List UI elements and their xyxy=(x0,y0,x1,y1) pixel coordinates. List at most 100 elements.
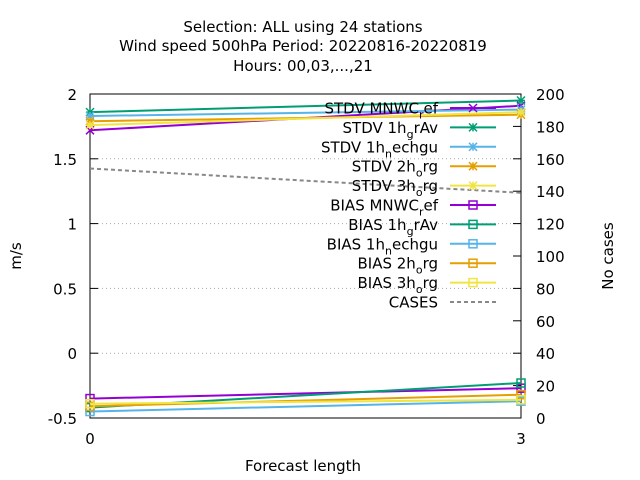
legend-label-tail: echgu xyxy=(392,235,438,253)
chart-title: Selection: ALL using 24 stations Wind sp… xyxy=(119,18,487,75)
x-axis-label: Forecast length xyxy=(245,457,361,475)
y-tick-label: 2 xyxy=(67,86,77,104)
legend-label: BIAS MNWCref xyxy=(330,197,438,219)
data-point xyxy=(85,398,95,409)
series-line xyxy=(89,393,522,408)
y2-tick-label: 60 xyxy=(536,313,555,331)
x-tick-label: 3 xyxy=(516,430,526,448)
y-tick-label: 0.5 xyxy=(53,280,77,298)
y2-axis-label: No cases xyxy=(599,222,617,290)
data-point xyxy=(85,120,95,130)
legend-label-tail: rg xyxy=(423,255,438,273)
chart-title-line: Selection: ALL using 24 stations xyxy=(183,18,422,36)
data-point xyxy=(516,389,526,400)
legend-label-tail: rAv xyxy=(414,119,439,137)
y2-tick-label: 20 xyxy=(536,378,555,396)
legend-label-sub: n xyxy=(385,147,392,160)
legend-label: CASES xyxy=(389,294,438,312)
legend-label-tail: rg xyxy=(423,177,438,195)
series-line xyxy=(89,111,522,127)
y2-tick-label: 160 xyxy=(536,151,565,169)
chart-title-line: Wind speed 500hPa Period: 20220816-20220… xyxy=(119,37,487,55)
legend-marker xyxy=(468,200,478,210)
legend-label: STDV 1hnechgu xyxy=(321,138,438,160)
series-line xyxy=(89,398,522,405)
data-point xyxy=(516,383,526,393)
legend-label-main: STDV 3h xyxy=(352,177,416,195)
grid-lines xyxy=(90,158,521,354)
legend-label: BIAS 1hnechgu xyxy=(327,235,438,257)
legend-label-tail: ef xyxy=(423,197,438,215)
legend-label: STDV MNWCref xyxy=(324,100,438,122)
legend-label-sub: r xyxy=(419,206,424,219)
legend-label-sub: o xyxy=(416,167,423,180)
y-tick-label: -0.5 xyxy=(48,410,77,428)
y-tick-label: 1.5 xyxy=(53,151,77,169)
y2-tick-label: 40 xyxy=(536,345,555,363)
legend-label-sub: n xyxy=(385,244,392,257)
data-point xyxy=(85,111,95,121)
legend-label-tail: echgu xyxy=(392,138,438,156)
legend-label-main: BIAS 1h xyxy=(348,216,406,234)
data-point xyxy=(516,95,526,106)
series-group xyxy=(89,167,522,194)
legend-marker xyxy=(468,219,478,230)
y-tick-label: 0 xyxy=(67,345,77,363)
legend-label-main: STDV 1h xyxy=(343,119,407,137)
legend-label: BIAS 2horg xyxy=(358,255,439,277)
legend-label: STDV 2horg xyxy=(352,158,438,180)
series-line xyxy=(89,108,522,117)
legend-label-sub: o xyxy=(416,283,423,296)
legend-label-tail: ef xyxy=(423,100,438,118)
series-line xyxy=(89,387,522,400)
legend-label-main: STDV 2h xyxy=(352,158,416,176)
y2-tick-label: 140 xyxy=(536,183,565,201)
legend-label-main: BIAS MNWC xyxy=(330,197,419,215)
legend-marker xyxy=(468,103,478,113)
legend-label-main: CASES xyxy=(389,294,438,312)
legend-label-sub: o xyxy=(416,264,423,277)
y2-tick-label: 200 xyxy=(536,86,565,104)
y-axis-label: m/s xyxy=(7,242,25,270)
data-point xyxy=(516,378,526,388)
legend-marker xyxy=(468,142,478,152)
axis-ticks: -0.500.511.52020406080100120140160180200… xyxy=(48,86,565,448)
y2-tick-label: 80 xyxy=(536,280,555,298)
data-point xyxy=(516,107,526,117)
legend-label-main: STDV MNWC xyxy=(324,100,418,118)
legend-label-tail: rg xyxy=(423,158,438,176)
series-group xyxy=(85,107,526,130)
series-line xyxy=(89,400,522,413)
series-line xyxy=(89,99,522,114)
data-point xyxy=(516,395,526,405)
series-line xyxy=(89,167,522,194)
legend-label: STDV 3horg xyxy=(352,177,438,199)
chart-title-line: Hours: 00,03,...,21 xyxy=(233,57,373,75)
legend-label-sub: g xyxy=(407,128,414,141)
legend-label-main: STDV 1h xyxy=(321,138,385,156)
series-group xyxy=(85,395,526,409)
legend-marker xyxy=(468,258,478,268)
legend-label: BIAS 3horg xyxy=(358,274,439,296)
plot-frame xyxy=(89,93,522,419)
legend-label-tail: rAv xyxy=(414,216,439,234)
series-lines xyxy=(85,95,526,417)
legend-label-tail: rg xyxy=(423,274,438,292)
y-tick-label: 1 xyxy=(67,216,77,234)
legend-label-main: BIAS 3h xyxy=(358,274,416,292)
legend-label-main: BIAS 1h xyxy=(327,235,385,253)
x-tick-label: 0 xyxy=(85,430,95,448)
y2-tick-label: 180 xyxy=(536,118,565,136)
legend-label-main: BIAS 2h xyxy=(358,255,416,273)
y2-tick-label: 0 xyxy=(536,410,546,428)
legend-label-sub: o xyxy=(416,186,423,199)
legend-label: STDV 1hgrAv xyxy=(343,119,439,141)
legend-marker xyxy=(468,239,478,249)
legend-marker xyxy=(468,181,478,191)
legend-label-sub: g xyxy=(407,225,414,238)
legend-marker xyxy=(468,277,478,288)
y2-tick-label: 100 xyxy=(536,248,565,266)
legend-marker xyxy=(468,161,478,171)
